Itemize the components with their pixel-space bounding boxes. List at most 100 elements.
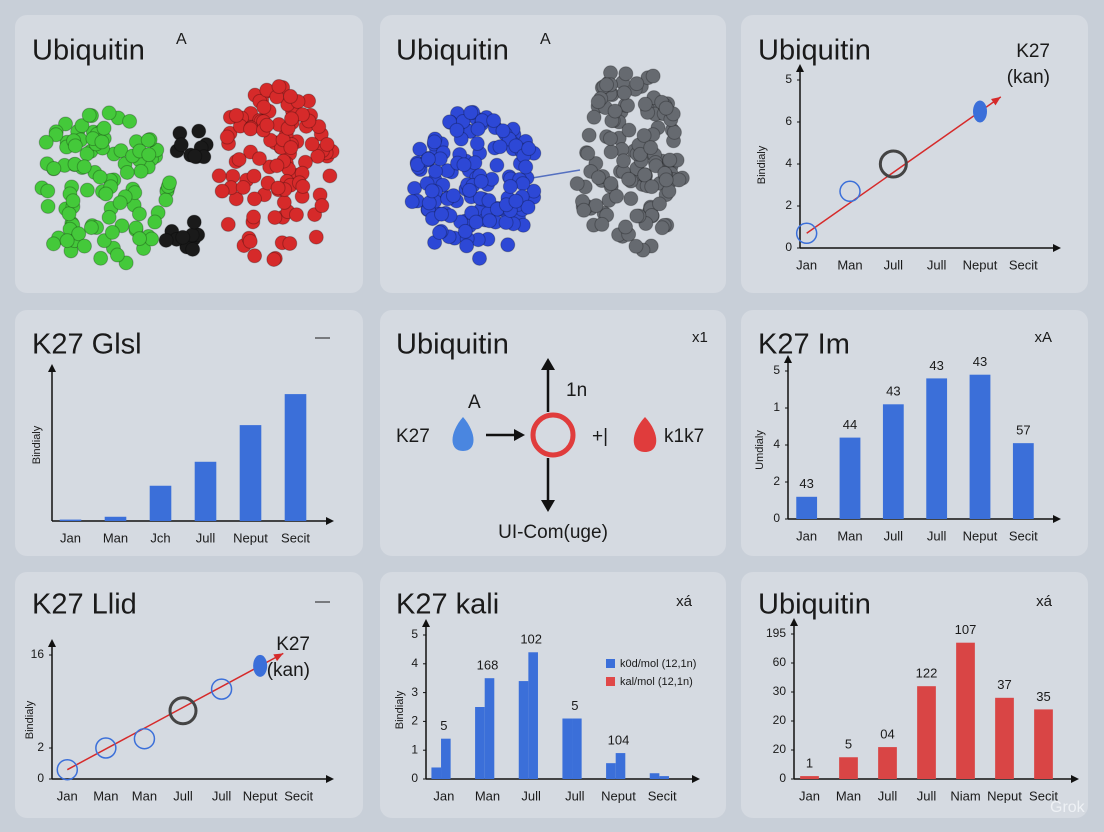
atom [83, 220, 99, 236]
trend-arrow [991, 96, 1001, 106]
chart-title: Ubiquitin [758, 35, 871, 67]
atom [246, 191, 262, 207]
atom [500, 237, 516, 253]
diagram: Ubiquitin x1 1n A K27 +| k1k7 UI-Com(uge… [396, 329, 708, 543]
x-tick-label: Neput [963, 528, 998, 543]
bar [518, 681, 529, 779]
chart-title: K27 kali [396, 589, 499, 621]
atom [461, 182, 477, 198]
chart-title: K27 Im [758, 329, 850, 361]
atom [133, 163, 149, 179]
atom [645, 68, 661, 84]
y-axis-label: Bindialy [31, 425, 43, 464]
atom [141, 147, 157, 163]
atom [508, 193, 524, 209]
bar [800, 776, 819, 779]
atom [243, 121, 259, 137]
annotation: (kan) [1007, 67, 1050, 88]
bar-annotation: 5 [571, 698, 578, 713]
y-tick-label: 30 [773, 684, 787, 698]
point [839, 180, 861, 203]
atom [518, 159, 534, 175]
atom [618, 66, 634, 82]
atom [520, 199, 536, 215]
atom [433, 206, 449, 222]
atom [76, 159, 92, 175]
bar [572, 718, 582, 779]
x-tick-label: Man [475, 788, 500, 803]
atom [94, 134, 110, 150]
arrow-head [541, 358, 555, 370]
atom [621, 122, 637, 138]
bar [431, 767, 442, 779]
atom [219, 129, 235, 145]
axis-arrow [796, 64, 804, 72]
atom [521, 141, 537, 157]
x-tick-label: Neput [243, 788, 278, 803]
chart: K27 Llid — Bindialy 0 2 16 Jan Man Man Jull Jull Ne… [24, 589, 334, 803]
atom [420, 151, 436, 167]
atom [449, 122, 465, 138]
y-tick-label: 4 [773, 437, 780, 451]
axis-arrow [48, 364, 56, 372]
x-tick-label: Man [837, 528, 862, 543]
y-tick-label: 2 [773, 474, 780, 488]
atom [590, 94, 606, 110]
atom [314, 198, 330, 214]
bar-annotation: 107 [955, 622, 977, 637]
x-tick-label: Secit [1029, 788, 1058, 803]
legend-swatch [606, 659, 615, 668]
atom [603, 176, 619, 192]
atom [404, 194, 420, 210]
atom [59, 233, 75, 249]
atom [214, 183, 230, 199]
point [56, 758, 79, 781]
atom [79, 182, 95, 198]
chart-corner: xA [1034, 329, 1052, 346]
x-tick-label: Jull [878, 788, 898, 803]
atom [502, 178, 518, 194]
watermark: Grok [1050, 799, 1086, 816]
x-tick-label: Jan [796, 528, 817, 543]
bar [969, 374, 991, 519]
atom [621, 171, 637, 187]
x-tick-label: Jan [60, 530, 81, 545]
y-tick-label: 4 [785, 156, 792, 170]
atom [594, 216, 610, 232]
atom [58, 116, 74, 132]
atom [101, 105, 117, 121]
point [168, 696, 198, 726]
atom [288, 207, 304, 223]
atom [581, 127, 597, 143]
atom [590, 170, 606, 186]
atom [295, 178, 311, 194]
x-tick-label: Jan [57, 788, 78, 803]
bar [615, 753, 626, 779]
card [380, 310, 726, 556]
x-tick-label: Jull [884, 528, 904, 543]
atom [113, 143, 129, 159]
bar [475, 707, 485, 779]
atom [637, 167, 653, 183]
atom [473, 173, 489, 189]
bar [839, 757, 858, 779]
atom [147, 214, 163, 230]
atom [186, 214, 202, 230]
atom [586, 109, 602, 125]
trend-line [806, 96, 1002, 234]
atom [131, 206, 147, 222]
diagram-right: k1k7 [664, 426, 704, 447]
atom [608, 188, 624, 204]
x-tick-label: Man [132, 788, 157, 803]
atom [259, 117, 275, 133]
drop-red [633, 417, 657, 452]
atom [304, 136, 320, 152]
y-tick-label: 0 [411, 771, 418, 785]
annotation: K27 [276, 634, 310, 655]
atom [65, 193, 81, 209]
bar-annotation: 1 [806, 756, 813, 771]
diagram-title: Ubiquitin [396, 329, 509, 361]
atom [652, 196, 668, 212]
bar [796, 496, 818, 519]
